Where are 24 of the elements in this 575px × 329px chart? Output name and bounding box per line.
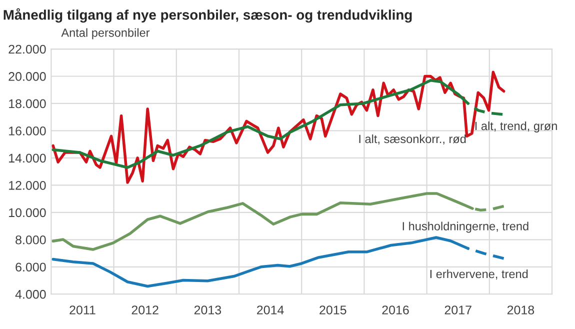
- x-tick-label: 2014: [257, 306, 284, 314]
- x-tick-label: 2016: [382, 306, 409, 314]
- x-tick-label: 2018: [507, 306, 534, 314]
- y-tick-label: 20.000: [8, 72, 46, 81]
- y-tick-label: 22.000: [8, 44, 46, 54]
- x-tick-label: 2017: [444, 306, 472, 314]
- x-tick-label: 2011: [70, 306, 96, 314]
- annotation: I alt, sæsonkorr., rød: [359, 134, 466, 145]
- y-tick-label: 18.000: [9, 99, 46, 108]
- y-tick-label: 10.000: [9, 208, 46, 218]
- annotation: I erhvervene, trend: [430, 270, 528, 280]
- y-tick-label: 12.000: [9, 180, 46, 190]
- y-axis-title: Antal personbiler: [61, 28, 150, 40]
- y-tick-label: 4.000: [15, 290, 46, 299]
- x-tick-label: 2013: [194, 306, 222, 314]
- annotation: I husholdningerne, trend: [402, 222, 528, 233]
- chart-title: Månedlig tilgang af nye personbiler, sæson- og trendudvikling: [4, 8, 412, 23]
- x-tick-label: 2015: [320, 306, 346, 314]
- y-tick-label: 16.000: [9, 126, 46, 136]
- y-tick-label: 6.000: [16, 262, 46, 272]
- x-tick-label: 2012: [132, 306, 158, 314]
- annotation: I alt, trend, grøn: [475, 121, 557, 132]
- y-tick-label: 14.000: [9, 154, 46, 163]
- y-tick-label: 8.000: [16, 235, 46, 244]
